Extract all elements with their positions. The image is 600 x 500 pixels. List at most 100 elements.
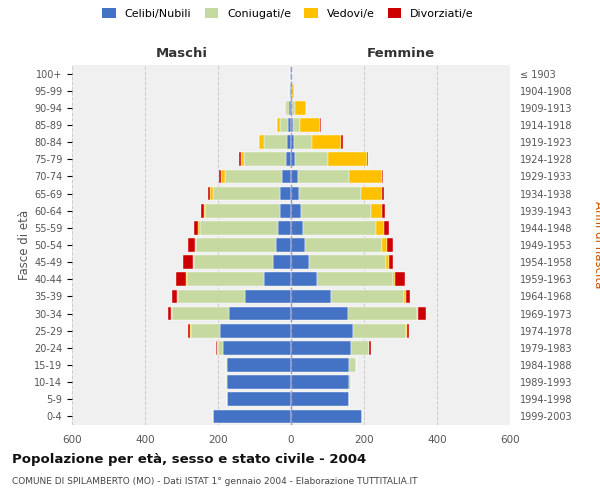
- Bar: [291, 136, 294, 149]
- Bar: [239, 152, 241, 166]
- Bar: [172, 290, 177, 304]
- Bar: [317, 272, 393, 286]
- Bar: [291, 170, 298, 183]
- Bar: [263, 136, 287, 149]
- Bar: [277, 238, 291, 252]
- Bar: [291, 204, 301, 218]
- Bar: [291, 118, 293, 132]
- Bar: [291, 410, 362, 424]
- Bar: [289, 84, 290, 98]
- Text: Femmine: Femmine: [367, 47, 434, 60]
- Bar: [226, 170, 282, 183]
- Bar: [280, 118, 288, 132]
- Bar: [171, 306, 172, 320]
- Bar: [371, 204, 382, 218]
- Bar: [282, 170, 291, 183]
- Bar: [201, 204, 204, 218]
- Bar: [404, 290, 406, 304]
- Bar: [292, 101, 295, 114]
- Bar: [227, 392, 291, 406]
- Bar: [221, 170, 226, 183]
- Bar: [291, 221, 302, 234]
- Bar: [376, 221, 384, 234]
- Text: Maschi: Maschi: [155, 47, 208, 60]
- Bar: [259, 136, 263, 149]
- Bar: [187, 272, 263, 286]
- Bar: [244, 152, 286, 166]
- Bar: [293, 118, 300, 132]
- Bar: [351, 341, 370, 354]
- Bar: [193, 256, 194, 269]
- Bar: [220, 324, 291, 338]
- Bar: [382, 170, 383, 183]
- Bar: [361, 186, 382, 200]
- Bar: [290, 66, 291, 80]
- Bar: [291, 256, 309, 269]
- Bar: [220, 170, 221, 183]
- Text: Popolazione per età, sesso e stato civile - 2004: Popolazione per età, sesso e stato civil…: [12, 452, 366, 466]
- Bar: [305, 238, 382, 252]
- Bar: [382, 238, 386, 252]
- Bar: [301, 204, 371, 218]
- Bar: [218, 341, 223, 354]
- Y-axis label: Fasce di età: Fasce di età: [18, 210, 31, 280]
- Bar: [302, 221, 376, 234]
- Bar: [241, 152, 244, 166]
- Bar: [288, 118, 291, 132]
- Bar: [295, 152, 328, 166]
- Bar: [320, 118, 321, 132]
- Bar: [209, 186, 212, 200]
- Bar: [200, 221, 278, 234]
- Bar: [395, 272, 405, 286]
- Bar: [418, 306, 427, 320]
- Bar: [292, 84, 294, 98]
- Bar: [367, 152, 368, 166]
- Bar: [223, 341, 291, 354]
- Bar: [273, 256, 291, 269]
- Bar: [389, 256, 393, 269]
- Bar: [393, 272, 395, 286]
- Bar: [309, 256, 386, 269]
- Bar: [212, 186, 280, 200]
- Bar: [190, 324, 191, 338]
- Bar: [291, 306, 347, 320]
- Bar: [294, 136, 312, 149]
- Bar: [204, 204, 205, 218]
- Bar: [226, 376, 227, 389]
- Bar: [245, 290, 291, 304]
- Bar: [312, 136, 341, 149]
- Bar: [286, 152, 291, 166]
- Legend: Celibi/Nubili, Coniugati/e, Vedovi/e, Divorziati/e: Celibi/Nubili, Coniugati/e, Vedovi/e, Di…: [103, 8, 473, 19]
- Bar: [227, 358, 291, 372]
- Bar: [353, 324, 406, 338]
- Bar: [289, 101, 291, 114]
- Bar: [280, 204, 291, 218]
- Bar: [287, 136, 291, 149]
- Bar: [300, 118, 320, 132]
- Bar: [217, 341, 218, 354]
- Bar: [194, 256, 273, 269]
- Bar: [291, 272, 317, 286]
- Bar: [208, 186, 209, 200]
- Bar: [280, 186, 291, 200]
- Bar: [291, 186, 299, 200]
- Bar: [349, 358, 356, 372]
- Bar: [278, 221, 291, 234]
- Bar: [198, 221, 200, 234]
- Bar: [291, 324, 353, 338]
- Bar: [291, 290, 331, 304]
- Bar: [295, 101, 307, 114]
- Bar: [291, 152, 295, 166]
- Bar: [331, 290, 404, 304]
- Bar: [349, 376, 351, 389]
- Bar: [291, 376, 349, 389]
- Bar: [386, 256, 389, 269]
- Bar: [169, 306, 171, 320]
- Bar: [291, 101, 292, 114]
- Bar: [406, 290, 410, 304]
- Bar: [229, 306, 291, 320]
- Bar: [172, 306, 229, 320]
- Bar: [277, 118, 280, 132]
- Bar: [349, 170, 382, 183]
- Bar: [407, 324, 409, 338]
